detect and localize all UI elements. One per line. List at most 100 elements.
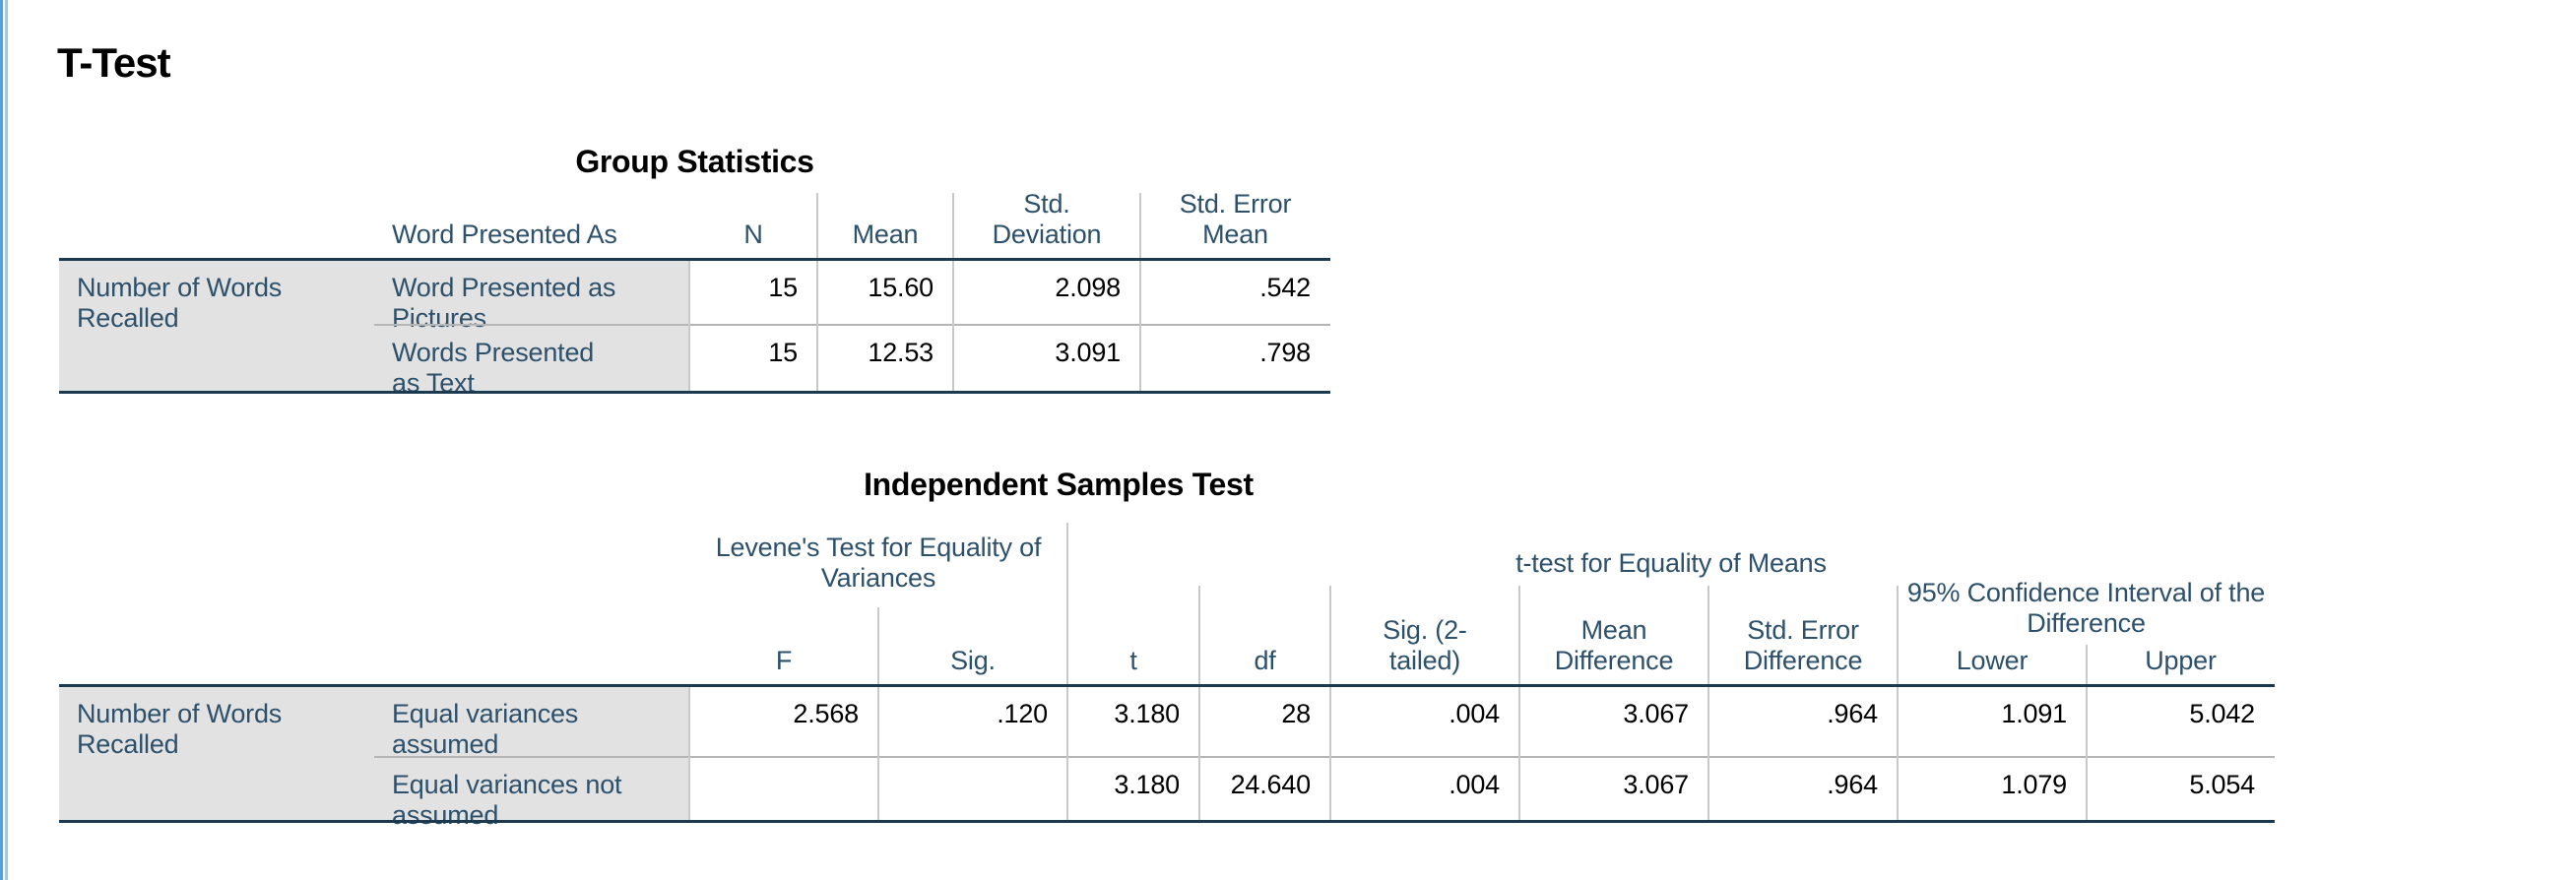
cell-mean-difference: 3.067	[1623, 699, 1689, 728]
group-label: Word Presented as Pictures	[392, 273, 616, 333]
cell-std-error-mean: .542	[1259, 273, 1311, 302]
label-cell-background	[59, 687, 689, 820]
pane-edge-line-outer	[0, 0, 3, 880]
group-label-cell: Word Presented as Pictures	[374, 261, 689, 333]
body-rule	[1139, 261, 1141, 391]
column-header-f: F	[775, 646, 793, 675]
spanner-ttest-label: t-test for Equality of Means	[1515, 548, 1827, 578]
column-header-std-error-mean: Std. Error Mean	[1140, 187, 1330, 258]
column-header-sig-2-tailed: Sig. (2-tailed)	[1330, 517, 1519, 684]
header-rule	[952, 193, 954, 258]
spanner-ttest: t-test for Equality of Means	[1067, 548, 2275, 579]
group-label-cell: Words Presented as Text	[374, 326, 689, 398]
cell-t: 3.180	[1114, 699, 1180, 728]
body-rule	[1518, 687, 1520, 820]
body-rule	[877, 687, 879, 820]
group-statistics-title: Group Statistics	[575, 144, 814, 179]
cell-n: 15	[768, 273, 798, 302]
column-header-std-deviation: Std. Deviation	[953, 187, 1140, 258]
cell-sig-2-tailed: .004	[1449, 770, 1500, 799]
table-bottom-border	[59, 820, 2275, 823]
cell-df: 24.640	[1230, 770, 1312, 799]
variance-label-cell: Equal variances assumed	[374, 687, 689, 759]
output-heading[interactable]: T-Test	[57, 39, 171, 86]
cell-mean-difference: 3.067	[1623, 770, 1689, 799]
column-header-mean: Mean	[852, 220, 919, 249]
cell-std-error-difference: .964	[1827, 699, 1878, 728]
column-header-std-deviation-label: Std. Deviation	[992, 189, 1102, 249]
row-separator	[374, 756, 2275, 758]
header-rule	[877, 607, 879, 684]
header-rule	[1139, 193, 1141, 258]
cell-upper: 5.042	[2189, 699, 2255, 728]
header-border	[59, 684, 2275, 687]
header-rule	[1198, 586, 1200, 684]
cell-df: 28	[1281, 699, 1311, 728]
header-border	[59, 258, 1330, 261]
cell-sig: .120	[997, 699, 1048, 728]
row-label-cell: Number of Words Recalled	[59, 261, 374, 391]
body-rule	[816, 261, 818, 391]
group-statistics-table[interactable]: Word Presented As N Mean Std. Deviation …	[59, 187, 1330, 398]
spanner-confidence-interval-label: 95% Confidence Interval of the Differenc…	[1906, 578, 2266, 638]
body-rule	[1066, 687, 1068, 820]
body-rule	[2086, 687, 2088, 820]
body-rule	[1897, 687, 1899, 820]
row-label-cell: Number of Words Recalled	[59, 687, 374, 820]
cell-upper: 5.054	[2189, 770, 2255, 799]
row-label: Number of Words Recalled	[77, 273, 283, 333]
cell-n: 15	[768, 338, 798, 367]
cell-std-deviation: 2.098	[1055, 273, 1121, 302]
header-rule	[1066, 523, 1068, 684]
cell-f: 2.568	[793, 699, 859, 728]
spanner-levene-label: Levene's Test for Equality of Variances	[715, 533, 1042, 593]
column-header-upper: Upper	[2145, 646, 2217, 675]
cell-lower: 1.091	[2001, 699, 2067, 728]
table-bottom-border	[59, 391, 1330, 394]
body-rule	[1198, 687, 1200, 820]
header-rule	[1707, 586, 1709, 684]
group-label: Words Presented as Text	[392, 338, 595, 398]
header-rule	[816, 193, 818, 258]
column-header-mean-difference: Mean Difference	[1519, 517, 1708, 684]
column-header-sig: Sig.	[950, 646, 996, 675]
cell-mean: 15.60	[868, 273, 934, 302]
header-rule	[1518, 586, 1520, 684]
header-rule	[1329, 586, 1331, 684]
column-header-std-error-difference-label: Std. Error Difference	[1743, 615, 1863, 675]
column-header-std-error-mean-label: Std. Error Mean	[1179, 189, 1292, 249]
independent-samples-test-title: Independent Samples Test	[864, 467, 1254, 502]
cell-mean: 12.53	[868, 338, 934, 367]
cell-lower: 1.079	[2001, 770, 2067, 799]
row-separator	[374, 324, 1330, 326]
cell-sig-2-tailed: .004	[1449, 699, 1500, 728]
column-header-n: N	[743, 220, 763, 249]
independent-samples-test-table[interactable]: Levene's Test for Equality of Variances …	[59, 517, 2275, 830]
label-cell-background	[59, 261, 689, 391]
column-header-lower: Lower	[1956, 646, 2029, 675]
variance-label: Equal variances not assumed	[392, 770, 622, 830]
header-rule	[2086, 645, 2088, 684]
variance-label-cell: Equal variances not assumed	[374, 758, 689, 830]
row-label: Number of Words Recalled	[77, 699, 283, 759]
column-header-mean-difference-label: Mean Difference	[1554, 615, 1674, 675]
variance-label: Equal variances assumed	[392, 699, 579, 759]
cell-t: 3.180	[1114, 770, 1180, 799]
pane-edge-line-inner	[5, 0, 8, 880]
spanner-levene: Levene's Test for Equality of Variances	[689, 533, 1067, 594]
body-rule	[1707, 687, 1709, 820]
column-header-std-error-difference: Std. Error Difference	[1708, 517, 1898, 684]
column-header-df: df	[1254, 646, 1276, 675]
column-header-t: t	[1129, 646, 1137, 675]
body-rule	[1329, 687, 1331, 820]
cell-std-error-difference: .964	[1827, 770, 1878, 799]
column-header-group: Word Presented As	[392, 220, 617, 249]
cell-std-error-mean: .798	[1259, 338, 1311, 367]
body-rule	[688, 261, 690, 391]
body-rule	[688, 687, 690, 820]
column-header-sig-2-tailed-label: Sig. (2-tailed)	[1383, 615, 1467, 675]
body-rule	[952, 261, 954, 391]
spanner-confidence-interval: 95% Confidence Interval of the Differenc…	[1898, 578, 2275, 639]
cell-std-deviation: 3.091	[1055, 338, 1121, 367]
